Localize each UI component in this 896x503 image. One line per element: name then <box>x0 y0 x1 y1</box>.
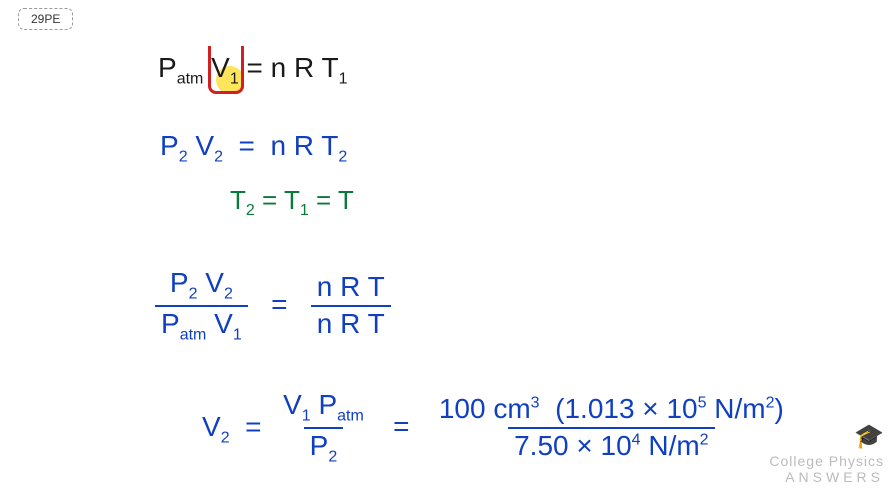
eq5-rhs-num: 100 cm3 (1.013 × 105 N/m2) <box>433 394 790 427</box>
eq5-mid-fraction: V1 Patm P2 <box>277 390 370 466</box>
eq5-rhs-den: 7.50 × 104 N/m2 <box>508 427 714 462</box>
equation-5: V2 = V1 Patm P2 = 100 cm3 (1.013 × 105 N… <box>202 390 790 466</box>
equals-sign: = <box>378 411 425 442</box>
eq5-mid-den: P2 <box>304 427 344 466</box>
equals-sign: = <box>256 289 303 320</box>
equation-3-text: T2 = T1 = T <box>230 185 354 215</box>
eq4-right-den: n R T <box>311 305 391 340</box>
graduation-cap-icon: 🎓 <box>769 422 884 451</box>
eq4-right-fraction: n R T n R T <box>311 272 391 340</box>
equation-2-text: P2 V2 = n R T2 <box>160 130 347 161</box>
problem-tag-label: 29PE <box>31 12 60 26</box>
eq4-left-fraction: P2 V2 Patm V1 <box>155 268 248 344</box>
equation-1: Patm V1 = n R T1 <box>158 52 348 89</box>
problem-tag: 29PE <box>18 8 73 30</box>
equation-4: P2 V2 Patm V1 = n R T n R T <box>155 268 391 344</box>
eq5-lhs: V2 = <box>202 411 269 442</box>
eq4-right-num: n R T <box>311 272 391 305</box>
eq5-rhs-fraction: 100 cm3 (1.013 × 105 N/m2) 7.50 × 104 N/… <box>433 394 790 462</box>
eq4-left-num: P2 V2 <box>164 268 239 305</box>
equation-1-text: Patm V1 = n R T1 <box>158 52 348 83</box>
equation-2: P2 V2 = n R T2 <box>160 130 347 167</box>
watermark-line1: College Physics <box>769 453 884 469</box>
eq4-left-den: Patm V1 <box>155 305 248 344</box>
equation-3: T2 = T1 = T <box>230 185 354 220</box>
eq5-mid-num: V1 Patm <box>277 390 370 427</box>
watermark-line2: ANSWERS <box>769 469 884 485</box>
watermark: 🎓 College Physics ANSWERS <box>769 422 884 485</box>
